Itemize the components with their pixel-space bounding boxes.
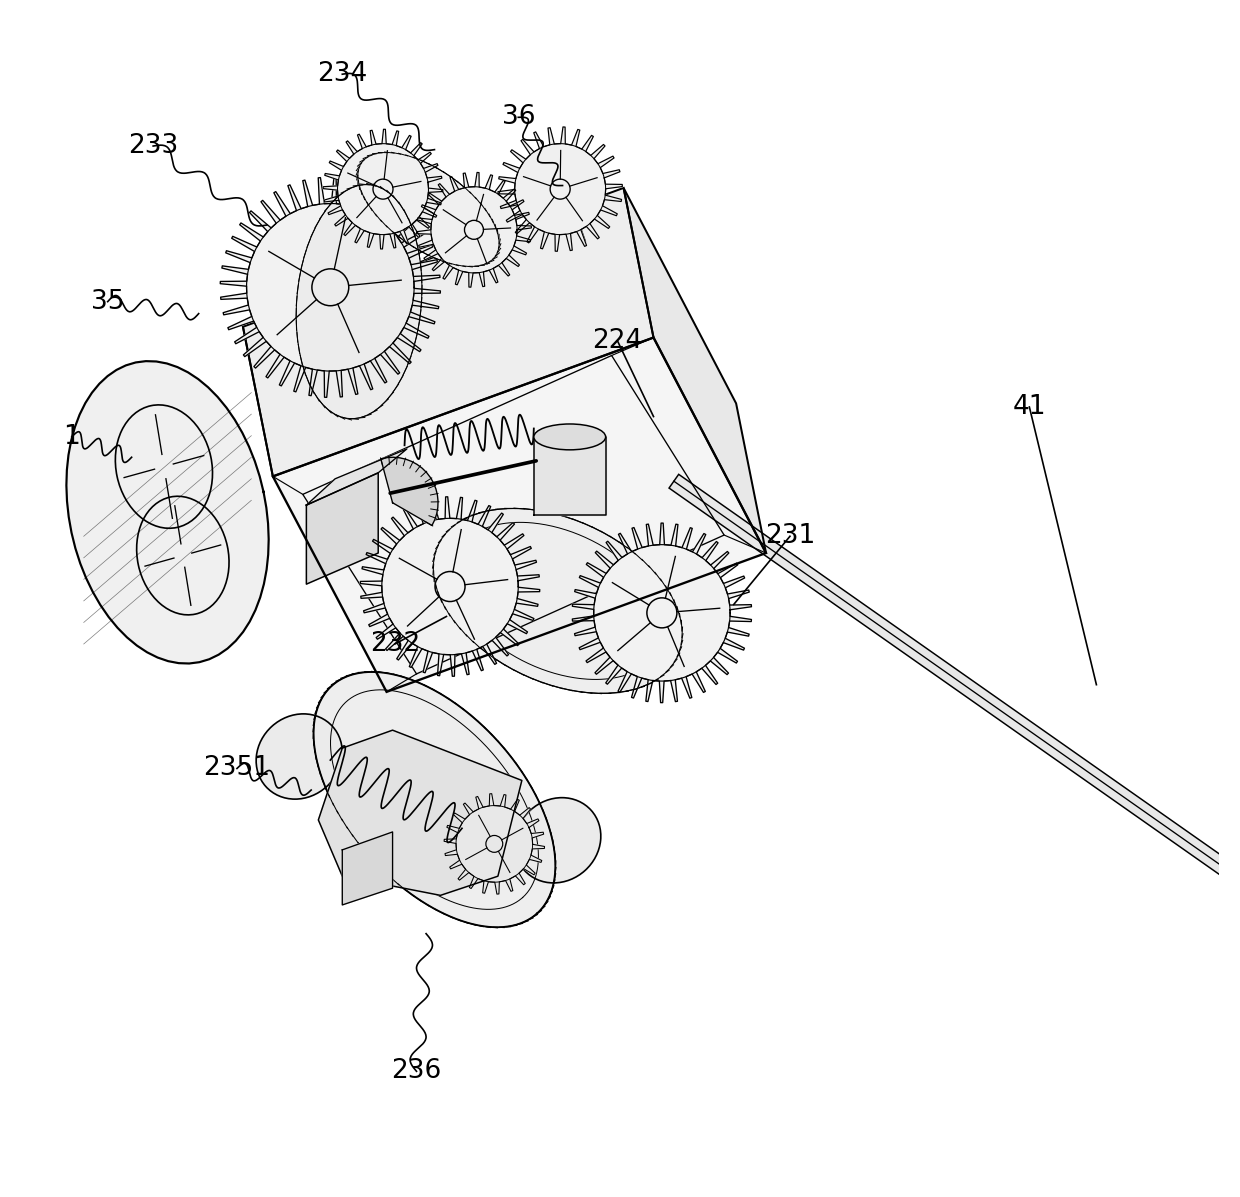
Text: 36: 36 — [501, 104, 534, 130]
Polygon shape — [221, 177, 440, 397]
Text: 224: 224 — [593, 328, 642, 354]
Polygon shape — [319, 730, 522, 895]
Ellipse shape — [515, 797, 601, 883]
Text: 231: 231 — [765, 523, 815, 549]
Text: 232: 232 — [370, 631, 420, 657]
Polygon shape — [498, 127, 622, 251]
Polygon shape — [533, 437, 605, 515]
Polygon shape — [434, 509, 682, 693]
Text: 236: 236 — [392, 1058, 441, 1084]
Polygon shape — [358, 153, 498, 266]
Ellipse shape — [533, 424, 605, 450]
Polygon shape — [306, 449, 407, 505]
Polygon shape — [296, 184, 422, 419]
Polygon shape — [361, 497, 539, 676]
Polygon shape — [314, 672, 556, 928]
Polygon shape — [624, 188, 766, 553]
Text: 234: 234 — [317, 61, 367, 87]
Text: 2351: 2351 — [203, 755, 270, 782]
Polygon shape — [342, 832, 393, 905]
Text: 1: 1 — [63, 424, 81, 450]
Polygon shape — [243, 188, 653, 476]
Polygon shape — [417, 172, 532, 287]
Polygon shape — [573, 523, 751, 703]
Polygon shape — [444, 794, 544, 894]
Ellipse shape — [257, 713, 342, 800]
Polygon shape — [670, 474, 1240, 883]
Text: 233: 233 — [128, 133, 179, 159]
Polygon shape — [381, 457, 438, 525]
Polygon shape — [324, 129, 443, 249]
Text: 41: 41 — [1013, 394, 1047, 420]
Polygon shape — [306, 473, 378, 584]
Circle shape — [1230, 850, 1240, 922]
Polygon shape — [67, 361, 269, 663]
Polygon shape — [273, 338, 766, 692]
Text: 35: 35 — [91, 288, 124, 315]
